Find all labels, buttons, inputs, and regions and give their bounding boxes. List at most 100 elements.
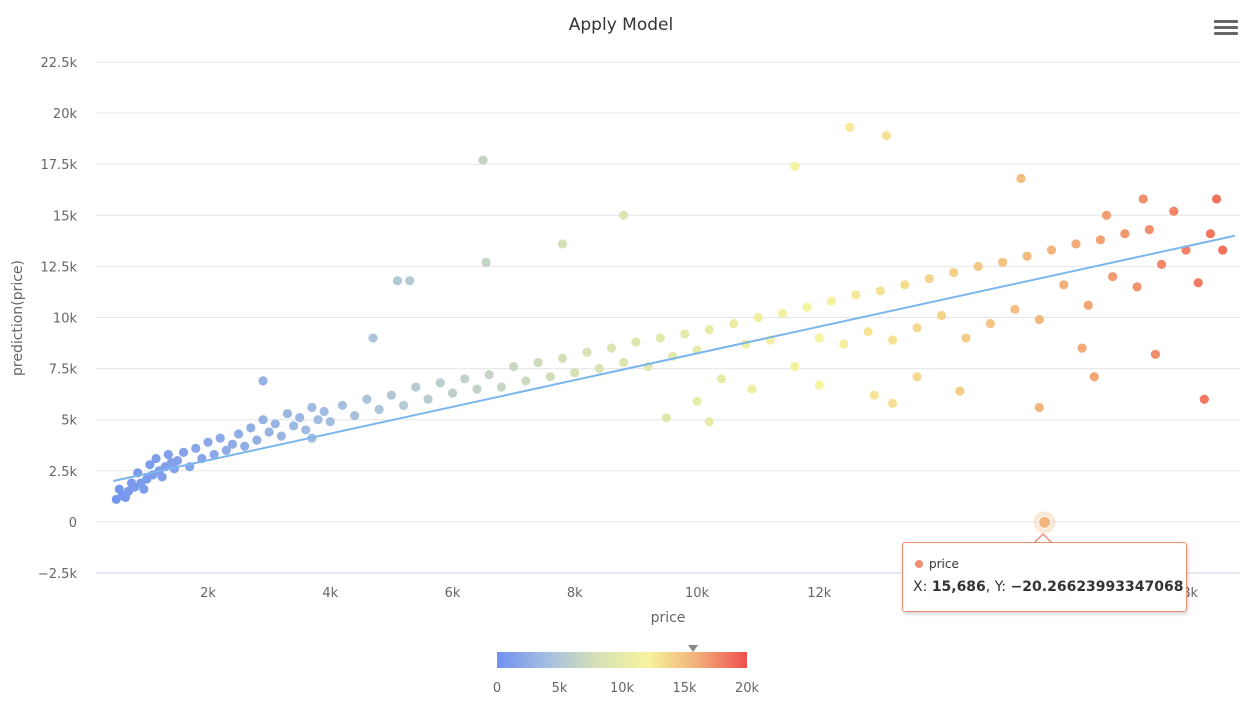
scatter-point [545,372,555,382]
tooltip-x-prefix: X: [913,579,932,595]
scatter-point [790,361,800,372]
scatter-point [478,155,488,165]
scatter-point [163,449,173,460]
scatter-point [1095,235,1106,245]
x-tick-label: 12k [807,586,832,601]
tooltip-x-value: 15,686 [931,579,986,595]
scatter-point [319,406,329,417]
scatter-point [258,376,268,386]
menu-line-bottom [1214,32,1238,35]
scatter-point [472,384,482,394]
scatter-point [1169,206,1179,216]
scatter-point [362,394,372,404]
scatter-point [215,433,225,443]
scatter-point [790,161,800,171]
scatter-point [851,290,861,300]
scatter-point [139,484,149,494]
scatter-point [496,382,506,392]
scatter-point [240,441,250,451]
scatter-point [1059,280,1069,290]
scatter-point [839,339,849,349]
scatter-point [1077,343,1087,353]
scatter-point [282,408,293,419]
y-tick-label: 15k [53,209,78,224]
scatter-point [936,310,947,321]
scatter-point [863,327,873,337]
scatter-point [1016,173,1026,184]
scatter-point [313,415,323,425]
scatter-point [1101,210,1112,220]
scatter-point [631,337,641,347]
tooltip-series-dot-icon [915,560,923,568]
chart-menu-icon[interactable] [1214,20,1238,40]
scatter-point [619,210,629,220]
scatter-point [252,435,262,445]
x-tick-label: 2k [200,586,216,601]
scatter-point [447,388,458,398]
tooltip-series-name: price [929,557,959,571]
y-tick-label: 12.5k [41,260,78,275]
color-axis-bar [497,652,747,668]
scatter-point [661,413,672,423]
color-axis-tick-label: 5k [552,681,568,696]
scatter-point [716,374,727,384]
scatter-point [145,460,155,470]
scatter-point [386,390,396,400]
scatter-point [747,384,757,394]
point-tooltip: price X: 15,686, Y: −20.26623993347068 [902,542,1187,612]
scatter-point [1034,314,1044,325]
scatter-point [337,400,348,410]
menu-line-top [1214,20,1238,23]
x-axis-label: price [651,610,686,626]
scatter-point [955,386,965,396]
y-tick-label: 5k [61,414,77,429]
scatter-point [881,130,892,141]
scatter-point [729,319,739,329]
scatter-point [178,447,189,458]
scatter-point [1089,372,1099,382]
scatter-point [594,364,604,374]
chart-title: Apply Model [569,15,673,35]
scatter-point [1218,245,1228,255]
regression-line [113,234,1236,482]
scatter-point [888,335,898,345]
scatter-point [777,308,788,319]
scatter-point [399,400,409,410]
x-tick-label: 4k [322,586,338,601]
scatter-point [1150,349,1161,359]
scatter-point [191,443,201,453]
scatter-point [1022,251,1032,261]
scatter-point [998,257,1008,267]
scatter-point [114,484,124,494]
scatter-point [1108,272,1118,282]
y-tick-label: 2.5k [49,465,78,480]
color-axis-marker-icon [688,645,699,652]
tooltip-y-prefix: , Y: [985,579,1011,595]
scatter-point [157,472,167,482]
scatter-point [258,415,268,425]
scatter-point [209,449,219,460]
scatter-point [875,286,885,296]
y-tick-label: 20k [53,107,78,122]
color-axis-tick-label: 10k [610,681,635,696]
scatter-point [814,333,824,343]
x-tick-label: 10k [685,586,710,601]
scatter-point [1156,259,1167,269]
scatter-point [203,437,213,447]
tooltip-values: X: 15,686, Y: −20.26623993347068 [913,579,1183,595]
scatter-point [826,296,837,306]
scatter-point [509,361,519,372]
scatter-point [802,302,812,312]
scatter-point [307,402,317,413]
scatter-point [1193,278,1203,288]
scatter-point [1046,245,1057,255]
scatter-point [435,378,445,388]
scatter-point [570,368,580,378]
menu-line-middle [1214,26,1238,29]
color-axis-tick-label: 0 [493,681,501,696]
x-tick-label: 8k [567,586,583,601]
color-axis-tick-label: 15k [672,681,697,696]
scatter-point [704,325,714,335]
scatter-point [350,411,360,421]
scatter-point [1034,402,1044,413]
